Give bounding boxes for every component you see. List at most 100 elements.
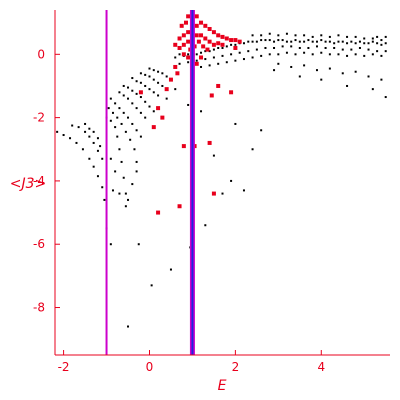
data-point-red [220, 42, 225, 47]
data-point-black [273, 40, 276, 43]
data-point-red [211, 42, 216, 47]
data-point-black [109, 157, 112, 160]
data-point-black [118, 91, 121, 94]
data-point-black [148, 88, 151, 91]
data-point-black [120, 160, 123, 163]
data-point-black [307, 39, 310, 42]
data-point-black [303, 64, 306, 67]
data-point-black [230, 43, 233, 46]
data-point-black [152, 69, 155, 72]
data-point-black [324, 46, 327, 49]
data-point-black [273, 46, 276, 49]
data-point-black [118, 192, 121, 195]
data-point-red [229, 38, 234, 43]
data-point-black [380, 43, 383, 46]
data-point-red [177, 45, 182, 50]
data-point-black [127, 116, 130, 119]
data-point-red [199, 20, 204, 25]
data-point-red [216, 33, 221, 38]
data-point-black [135, 160, 138, 163]
data-point-black [157, 70, 160, 73]
data-point-black [144, 73, 147, 76]
data-point-black [238, 51, 241, 54]
data-point-black [242, 42, 245, 45]
data-point-black [139, 111, 142, 114]
reference-lines-layer [105, 10, 195, 355]
data-point-black [251, 148, 254, 151]
data-point-black [354, 70, 357, 73]
data-point-black [328, 40, 331, 43]
data-point-black [328, 35, 331, 38]
x-tick-label: -2 [58, 360, 70, 374]
data-point-red [216, 41, 221, 46]
data-point-red [164, 87, 169, 92]
data-point-black [234, 122, 237, 125]
data-point-black [303, 34, 306, 37]
y-tick-label: 0 [37, 47, 45, 61]
data-point-black [135, 129, 138, 132]
data-point-black [69, 137, 72, 140]
data-point-black [148, 67, 151, 70]
data-point-black [363, 42, 366, 45]
data-point-red [186, 14, 191, 19]
data-point-black [174, 56, 177, 59]
data-point-black [285, 51, 288, 54]
data-point-black [157, 81, 160, 84]
data-point-black [277, 62, 280, 65]
data-point-black [120, 122, 123, 125]
data-point-red [173, 64, 178, 69]
y-tick-label: -8 [33, 301, 45, 315]
data-point-red [207, 39, 212, 44]
data-point-black [281, 45, 284, 48]
data-point-black [152, 78, 155, 81]
data-point-black [315, 40, 318, 43]
data-point-black [124, 205, 127, 208]
data-point-black [208, 50, 211, 53]
data-point-red [175, 71, 180, 76]
data-point-black [114, 170, 117, 173]
data-point-black [96, 137, 99, 140]
data-point-black [384, 50, 387, 53]
data-point-black [165, 75, 168, 78]
data-point-black [260, 54, 263, 57]
data-point-black [152, 110, 155, 113]
data-point-black [77, 126, 80, 129]
data-point-black [371, 37, 374, 40]
data-point-black [384, 35, 387, 38]
y-tick-label: -4 [33, 174, 45, 188]
data-point-black [88, 157, 91, 160]
data-point-black [320, 39, 323, 42]
data-point-black [109, 97, 112, 100]
data-point-red [194, 14, 199, 19]
data-point-black [350, 48, 353, 51]
data-point-black [139, 81, 142, 84]
data-point-black [204, 224, 207, 227]
data-point-black [107, 107, 110, 110]
data-point-black [195, 59, 198, 62]
data-point-black [56, 130, 59, 133]
data-point-black [350, 40, 353, 43]
data-point-black [131, 102, 134, 105]
data-point-black [285, 40, 288, 43]
data-point-black [139, 96, 142, 99]
data-point-red [179, 23, 184, 28]
data-point-black [88, 127, 91, 130]
data-point-black [371, 40, 374, 43]
data-point-black [251, 56, 254, 59]
data-point-black [212, 56, 215, 59]
data-point-red [194, 33, 199, 38]
data-point-black [88, 135, 91, 138]
data-point-black [367, 75, 370, 78]
data-point-black [157, 94, 160, 97]
data-point-black [247, 50, 250, 53]
data-point-black [144, 116, 147, 119]
data-point-red [237, 39, 242, 44]
data-point-black [217, 46, 220, 49]
data-point-black [354, 53, 357, 56]
data-point-black [260, 39, 263, 42]
data-point-black [116, 116, 119, 119]
data-point-red [194, 23, 199, 28]
data-point-red [186, 30, 191, 35]
data-point-black [148, 105, 151, 108]
data-point-black [200, 65, 203, 68]
